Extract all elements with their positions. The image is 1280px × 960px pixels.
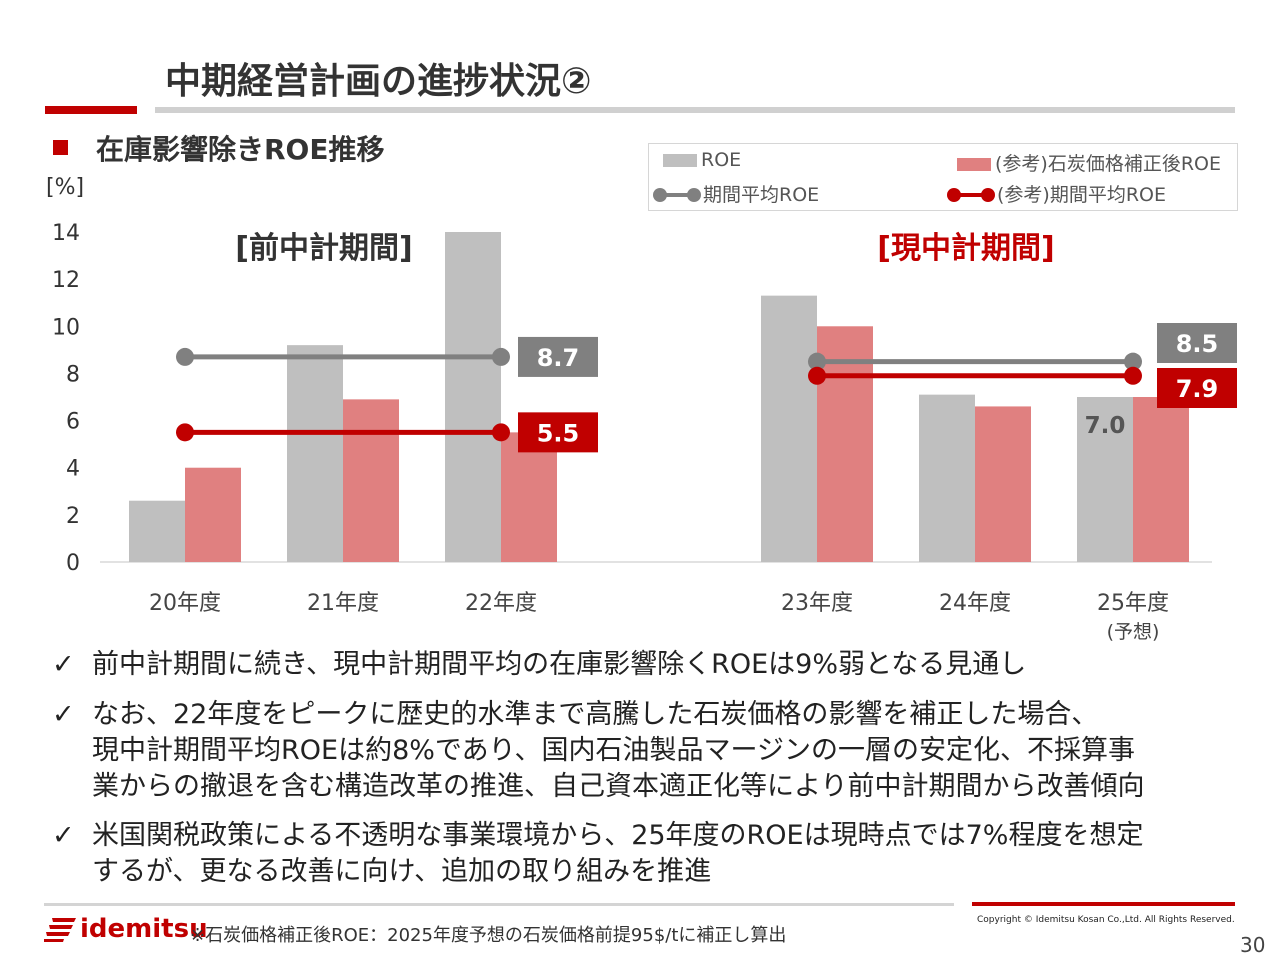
bullet-text-line: 業からの撤退を含む構造改革の推進、自己資本適正化等により前中計期間から改善傾向 [92,771,1145,802]
title-underline [155,107,1235,113]
bar-coal-adjusted-roe [343,399,399,562]
period-title: [前中計期間] [235,231,412,266]
legend-line-ref-period-avg-roe [947,186,995,204]
avg-value-box-roe-label: 8.5 [1176,330,1219,358]
footer-accent-bar [972,902,1235,906]
data-label: 7.0 [1085,413,1126,439]
roe-bar-chart: [%] 0 2 4 6 8 10 12 14 20年度 21年度 22年度 23年度 24年度 25年度 (予… [46,175,1237,643]
y-tick-label: 4 [66,457,80,482]
chart-legend: ROE (参考)石炭価格補正後ROE 期間平均ROE (参考)期間平均ROE [648,143,1238,211]
subtitle-square-icon [53,140,68,155]
avg-line-roe-marker [176,347,194,366]
legend-item-roe: ROE [663,149,741,171]
legend-item-period-avg-roe: 期間平均ROE [653,180,819,207]
bullet-text-line: 前中計期間に続き、現中計期間平均の在庫影響除くROEは9%弱となる見通し [92,649,1027,680]
bar-roe [445,232,501,562]
x-tick-label: 20年度 [149,591,221,616]
x-tick-label: 22年度 [465,591,537,616]
avg-line-ref-marker [176,423,194,442]
avg-line-roe-marker [808,352,826,371]
footnote: ※石炭価格補正後ROE：2025年度予想の石炭価格前提95$/tに補正し算出 [190,925,787,946]
bullet-check-icon: ✓ [52,699,75,730]
footer-rule [44,903,954,906]
bar-roe [1077,397,1133,562]
y-axis-label: [%] [46,175,84,200]
avg-line-roe-marker [1124,352,1142,371]
bar-roe [761,295,817,562]
y-tick-label: 14 [52,221,80,246]
chart-subtitle: 在庫影響除きROE推移 [96,133,385,166]
legend-label-period-avg-roe: 期間平均ROE [703,184,820,206]
avg-line-roe-marker [492,347,510,366]
x-tick-label: 24年度 [939,591,1011,616]
logo-wordmark: idemitsu [80,914,208,944]
legend-swatch-coal-adjusted-roe [957,158,991,171]
legend-item-coal-adjusted-roe: (参考)石炭価格補正後ROE [957,149,1221,176]
page-number: 30 [1240,933,1266,957]
bullet-text-line: 米国関税政策による不透明な事業環境から、25年度のROEは現時点では7%程度を想… [92,820,1144,851]
bar-coal-adjusted-roe [817,326,873,562]
avg-value-box-roe [1157,323,1237,363]
legend-line-period-avg-roe [653,186,701,204]
bullet-check-icon: ✓ [52,820,75,851]
y-tick-label: 8 [66,362,80,387]
bar-roe [919,394,975,562]
avg-value-box-roe-label: 8.7 [537,344,580,372]
legend-swatch-roe [663,154,697,167]
avg-value-box-ref-label: 5.5 [537,419,580,447]
copyright: Copyright © Idemitsu Kosan Co.,Ltd. All … [977,915,1235,925]
legend-item-ref-period-avg-roe: (参考)期間平均ROE [947,180,1166,207]
y-tick-label: 2 [66,504,80,529]
bullet-check-icon: ✓ [52,649,75,680]
avg-value-box-ref [518,412,598,453]
y-tick-label: 0 [66,551,80,576]
avg-line-ref-marker [808,366,826,385]
y-tick-label: 6 [66,410,80,435]
avg-value-box-roe [518,336,598,377]
bar-roe [287,345,343,562]
period-title: [現中計期間] [877,231,1054,266]
slide-title: 中期経営計画の進捗状況② [165,61,592,102]
avg-line-ref-marker [1124,366,1142,385]
x-tick-label: 21年度 [307,591,379,616]
bar-roe [129,500,185,562]
x-tick-label: 23年度 [781,591,853,616]
y-tick-label: 10 [52,315,80,340]
bullet-text-line: するが、更なる改善に向け、追加の取り組みを推進 [92,856,712,887]
avg-value-box-ref-label: 7.9 [1176,375,1219,403]
bar-coal-adjusted-roe [501,432,557,562]
y-tick-label: 12 [52,268,80,293]
bar-coal-adjusted-roe [975,406,1031,562]
bar-coal-adjusted-roe [185,467,241,562]
avg-line-ref-marker [492,423,510,442]
x-tick-label: 25年度 [1097,591,1169,616]
x-tick-note: (予想) [1107,621,1160,643]
bar-coal-adjusted-roe [1133,397,1189,562]
legend-label-roe: ROE [701,149,742,171]
title-accent-bar [45,106,137,114]
idemitsu-logo-icon [44,916,78,946]
legend-label-coal-adjusted-roe: (参考)石炭価格補正後ROE [995,153,1221,175]
bullet-text-line: なお、22年度をピークに歴史的水準まで高騰した石炭価格の影響を補正した場合、 [92,699,1099,730]
bullet-text-line: 現中計期間平均ROEは約8%であり、国内石油製品マージンの一層の安定化、不採算事 [92,735,1136,766]
legend-label-ref-period-avg-roe: (参考)期間平均ROE [997,184,1166,206]
avg-value-box-ref [1157,368,1237,408]
